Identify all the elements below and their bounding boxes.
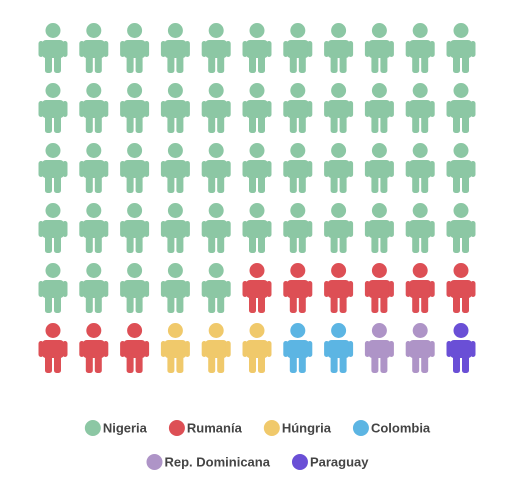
legend-item: Nigeria xyxy=(84,420,148,436)
legend-label: Rumanía xyxy=(187,420,243,435)
person-icon xyxy=(405,203,435,253)
person-icon xyxy=(79,323,109,373)
legend-swatch xyxy=(291,454,308,470)
person-icon xyxy=(120,203,150,253)
legend-swatch xyxy=(146,454,163,470)
person-icon xyxy=(120,263,150,313)
person-icon xyxy=(405,323,435,373)
person-icon xyxy=(283,23,313,73)
legend-label: Nigeria xyxy=(103,420,148,435)
person-icon xyxy=(283,263,313,313)
person-icon xyxy=(364,203,394,253)
person-icon xyxy=(283,83,313,133)
person-icon xyxy=(120,143,150,193)
person-icon xyxy=(201,143,231,193)
person-icon xyxy=(283,203,313,253)
legend-item: Rumanía xyxy=(168,420,243,436)
person-icon xyxy=(364,323,394,373)
person-icon xyxy=(446,143,476,193)
person-icon xyxy=(405,143,435,193)
person-icon xyxy=(364,263,394,313)
person-icon xyxy=(405,263,435,313)
legend-label: Paraguay xyxy=(310,454,369,469)
person-icon xyxy=(201,203,231,253)
person-icon xyxy=(38,263,68,313)
person-icon xyxy=(201,83,231,133)
person-icon xyxy=(405,23,435,73)
person-icon xyxy=(283,323,313,373)
person-icon xyxy=(324,323,354,373)
legend-label: Colombia xyxy=(371,420,431,435)
person-icon xyxy=(120,323,150,373)
person-icon xyxy=(79,263,109,313)
legend-swatch xyxy=(263,420,280,436)
person-icon xyxy=(201,263,231,313)
person-icon xyxy=(242,263,272,313)
legend-item: Colombia xyxy=(352,420,431,436)
person-icon xyxy=(364,143,394,193)
legend-label: Húngria xyxy=(282,420,332,435)
person-icon xyxy=(446,323,476,373)
person-icon xyxy=(242,143,272,193)
person-icon xyxy=(446,23,476,73)
person-icon xyxy=(324,263,354,313)
person-icon xyxy=(38,83,68,133)
person-icon xyxy=(324,143,354,193)
legend-swatch xyxy=(84,420,101,436)
person-icon xyxy=(160,203,190,253)
person-icon xyxy=(79,203,109,253)
person-icon xyxy=(160,143,190,193)
legend-item: Paraguay xyxy=(291,454,369,470)
person-icon xyxy=(446,263,476,313)
person-icon xyxy=(38,143,68,193)
person-icon xyxy=(364,83,394,133)
person-icon xyxy=(324,23,354,73)
person-icon xyxy=(201,23,231,73)
person-icon xyxy=(242,203,272,253)
person-icon xyxy=(242,83,272,133)
legend-label: Rep. Dominicana xyxy=(164,454,270,469)
person-icon xyxy=(242,323,272,373)
person-icon xyxy=(120,23,150,73)
legend-item: Húngria xyxy=(263,420,332,436)
person-icon xyxy=(324,203,354,253)
person-icon xyxy=(405,83,435,133)
person-icon xyxy=(242,23,272,73)
person-icon xyxy=(38,23,68,73)
person-icon xyxy=(160,23,190,73)
person-icon xyxy=(283,143,313,193)
person-icon xyxy=(79,143,109,193)
person-icon xyxy=(364,23,394,73)
person-icon xyxy=(446,83,476,133)
person-icon xyxy=(120,83,150,133)
person-icon xyxy=(201,323,231,373)
person-icon xyxy=(160,323,190,373)
person-icon xyxy=(446,203,476,253)
person-icon xyxy=(79,23,109,73)
person-icon xyxy=(38,323,68,373)
person-icon xyxy=(38,203,68,253)
person-icon xyxy=(324,83,354,133)
legend-swatch xyxy=(352,420,369,436)
legend-item: Rep. Dominicana xyxy=(146,454,271,470)
legend-swatch xyxy=(168,420,185,436)
person-icon xyxy=(160,263,190,313)
person-icon xyxy=(160,83,190,133)
person-icon xyxy=(79,83,109,133)
